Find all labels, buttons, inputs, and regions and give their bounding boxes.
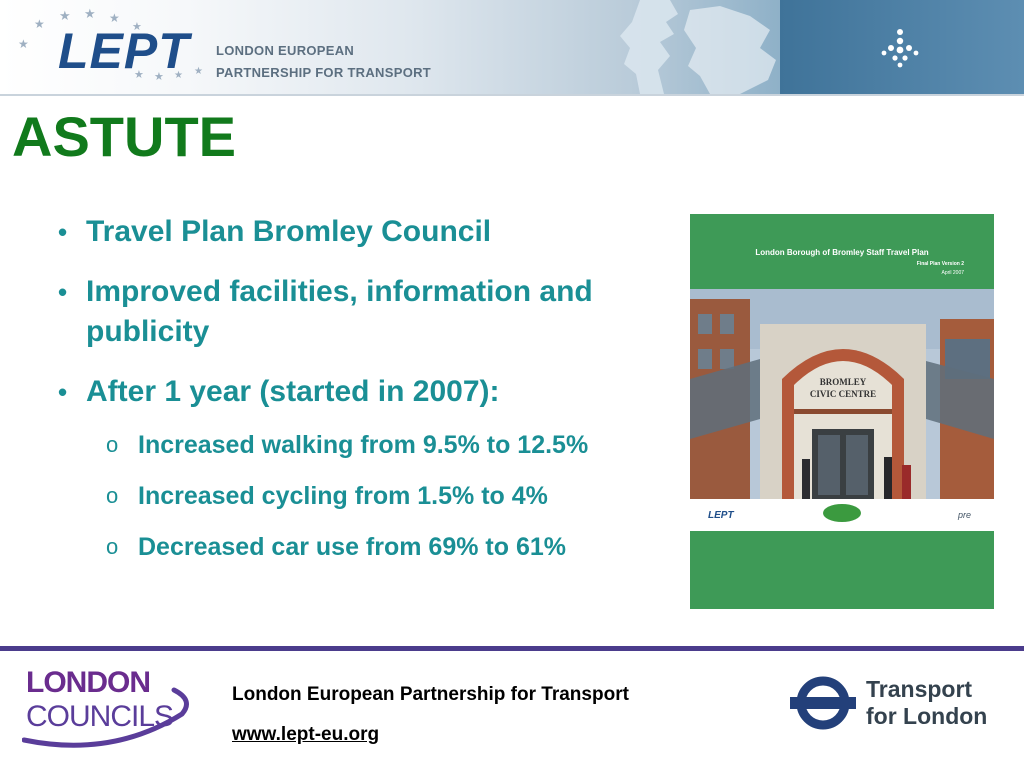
org-name-line2: PARTNERSHIP FOR TRANSPORT <box>216 65 432 80</box>
svg-text:★: ★ <box>109 11 120 25</box>
tfl-line1: Transport <box>866 676 973 702</box>
cover-partner-logo: pre <box>958 510 972 520</box>
travel-plan-cover-image: London Borough of Bromley Staff Travel P… <box>690 214 994 609</box>
tfl-wordmark: Transport for London <box>866 676 987 730</box>
sub-bullet-text: Increased cycling from 1.5% to 4% <box>138 482 548 510</box>
tfl-roundel-icon <box>790 676 856 730</box>
lept-logo: LEPT <box>58 23 190 79</box>
sub-bullet-text: Increased walking from 9.5% to 12.5% <box>138 431 589 459</box>
bullet-item: • Improved facilities, information and p… <box>58 272 606 352</box>
svg-text:★: ★ <box>59 8 71 23</box>
bullet-text: Travel Plan Bromley Council <box>86 215 492 248</box>
svg-text:★: ★ <box>34 17 45 31</box>
bullet-text: Improved facilities, information and pub… <box>86 275 593 348</box>
cover-logo-strip: LEPT pre <box>690 499 994 531</box>
header-banner: ★ ★ ★ ★ ★ ★ ★ ★ ★ ★ LEPT LONDON EUROPEAN… <box>0 0 1024 94</box>
civic-centre-photo: BROMLEY CIVIC CENTRE <box>690 289 994 499</box>
svg-text:★: ★ <box>194 66 203 77</box>
london-councils-line2: COUNCILS <box>26 700 174 733</box>
tfl-line2: for London <box>866 703 988 729</box>
sign-line2: CIVIC CENTRE <box>810 389 876 399</box>
sub-bullet-item: o Increased cycling from 1.5% to 4% <box>58 479 678 513</box>
svg-text:★: ★ <box>132 21 142 33</box>
sub-bullet-text: Decreased car use from 69% to 61% <box>138 533 566 561</box>
europe-map-graphic <box>620 0 776 94</box>
bullet-dot-icon: • <box>58 217 68 247</box>
dots-cross-icon <box>881 29 919 68</box>
cover-lept-logo: LEPT <box>708 510 734 521</box>
london-councils-logo: LONDON COUNCILS <box>22 662 192 748</box>
sub-bullet-marker-icon: o <box>106 534 119 559</box>
banner-dark-block <box>780 0 1024 94</box>
cover-subtitle: Final Plan Version 2 <box>916 261 964 267</box>
sub-bullet-marker-icon: o <box>106 483 119 508</box>
footer-org: London European Partnership for Transpor… <box>232 684 629 705</box>
footer-divider <box>0 646 1024 651</box>
cover-date: April 2007 <box>941 270 964 276</box>
sub-bullet-item: o Increased walking from 9.5% to 12.5% <box>58 428 678 462</box>
org-name: LONDON EUROPEAN PARTNERSHIP FOR TRANSPOR… <box>216 40 431 84</box>
london-councils-line1: LONDON <box>26 666 151 699</box>
sub-bullet-marker-icon: o <box>106 432 119 457</box>
svg-text:★: ★ <box>18 37 29 51</box>
svg-text:★: ★ <box>174 70 183 81</box>
svg-text:★: ★ <box>134 69 144 81</box>
sign-line1: BROMLEY <box>820 377 867 387</box>
cover-title: London Borough of Bromley Staff Travel P… <box>755 248 929 257</box>
svg-text:★: ★ <box>154 71 164 83</box>
tfl-logo: Transport for London <box>790 672 1010 736</box>
bullet-list: • Travel Plan Bromley Council • Improved… <box>58 212 678 581</box>
cover-bromley-logo <box>823 504 861 522</box>
footer-url-link[interactable]: www.lept-eu.org <box>232 724 380 745</box>
bullet-dot-icon: • <box>58 377 68 407</box>
eu-stars-icon: ★ ★ ★ ★ ★ ★ ★ ★ ★ ★ <box>18 8 203 83</box>
slide-title: ASTUTE <box>12 105 236 168</box>
sub-bullet-item: o Decreased car use from 69% to 61% <box>58 530 678 564</box>
org-name-line1: LONDON EUROPEAN <box>216 43 355 58</box>
bullet-dot-icon: • <box>58 277 68 307</box>
svg-text:★: ★ <box>84 8 96 21</box>
footer-text: London European Partnership for Transpor… <box>232 675 629 755</box>
bullet-text: After 1 year (started in 2007): <box>86 375 500 408</box>
bullet-item: • After 1 year (started in 2007): <box>58 372 678 412</box>
london-councils-swoosh-icon <box>22 687 189 748</box>
bullet-item: • Travel Plan Bromley Council <box>58 212 678 252</box>
sub-bullet-list: o Increased walking from 9.5% to 12.5% o… <box>58 428 678 564</box>
header-divider <box>0 94 1024 96</box>
